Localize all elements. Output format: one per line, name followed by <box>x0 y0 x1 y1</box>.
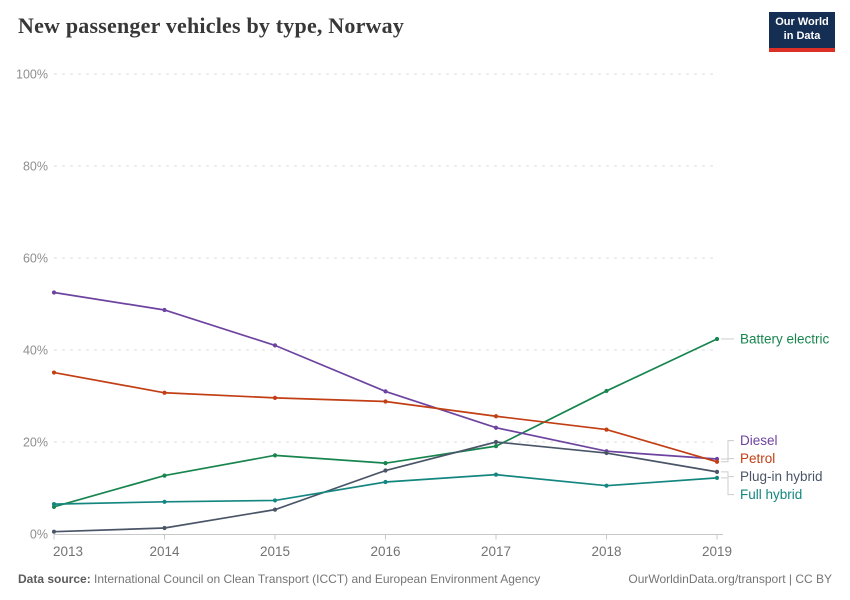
x-tick-label-2013: 2013 <box>53 544 83 559</box>
legend-connector-petrol <box>721 458 734 463</box>
series-point-plug-in-hybrid-2014 <box>162 525 167 531</box>
series-point-full-hybrid-2017 <box>493 472 499 477</box>
series-point-petrol-2017 <box>493 414 499 419</box>
series-point-full-hybrid-2014 <box>162 499 167 504</box>
y-tick-label-0: 0% <box>30 528 48 542</box>
series-point-petrol-2018 <box>604 427 609 432</box>
y-tick-label-80: 80% <box>23 160 48 174</box>
series-point-petrol-2015 <box>272 395 278 400</box>
legend-connector-plug-in-hybrid <box>721 471 734 478</box>
x-tick-label-2016: 2016 <box>370 544 400 559</box>
x-tick-label-2018: 2018 <box>591 544 621 559</box>
series-point-full-hybrid-2016 <box>383 479 388 485</box>
series-point-battery-electric-2015 <box>272 453 278 458</box>
series-point-diesel-2014 <box>162 307 167 313</box>
owid-logo-line2: in Data <box>783 30 821 42</box>
license-note: OurWorldinData.org/transport | CC BY <box>628 572 832 586</box>
series-point-plug-in-hybrid-2018 <box>604 450 609 456</box>
y-tick-label-20: 20% <box>23 436 48 450</box>
y-tick-label-100: 100% <box>16 68 48 82</box>
legend-label-battery-electric[interactable]: Battery electric <box>740 331 830 346</box>
series-point-full-hybrid-2019 <box>714 475 720 480</box>
series-point-petrol-2013 <box>51 370 57 375</box>
series-point-plug-in-hybrid-2017 <box>493 439 499 445</box>
legend-label-full-hybrid[interactable]: Full hybrid <box>740 487 802 502</box>
x-tick-label-2015: 2015 <box>260 544 290 559</box>
series-point-battery-electric-2016 <box>383 461 388 466</box>
data-source-label: Data source: <box>18 572 91 586</box>
chart-title: New passenger vehicles by type, Norway <box>18 13 405 38</box>
legend-label-petrol[interactable]: Petrol <box>740 451 775 466</box>
series-point-plug-in-hybrid-2015 <box>272 507 278 512</box>
legend-label-diesel[interactable]: Diesel <box>740 433 778 448</box>
series-point-full-hybrid-2013 <box>51 502 57 507</box>
legend-label-plug-in-hybrid[interactable]: Plug-in hybrid <box>740 469 823 484</box>
owid-logo: Our World in Data <box>769 12 835 52</box>
y-tick-label-40: 40% <box>23 344 48 358</box>
series-point-plug-in-hybrid-2013 <box>51 529 57 534</box>
series-point-battery-electric-2019 <box>714 336 720 342</box>
owid-logo-line1: Our World <box>775 16 829 29</box>
series-point-battery-electric-2017 <box>493 444 499 449</box>
y-tick-label-60: 60% <box>23 252 48 266</box>
series-point-diesel-2015 <box>272 343 278 348</box>
data-source-note: Data source: International Council on Cl… <box>18 572 540 586</box>
series-line-diesel <box>53 291 718 460</box>
chart-footer: Data source: International Council on Cl… <box>18 572 832 586</box>
series-point-diesel-2017 <box>493 425 499 430</box>
legend-connector-diesel <box>721 440 734 460</box>
legend-connector-full-hybrid <box>721 477 734 496</box>
series-point-diesel-2016 <box>383 389 388 394</box>
series-point-plug-in-hybrid-2019 <box>714 469 720 474</box>
x-tick-label-2017: 2017 <box>481 544 511 559</box>
x-tick-label-2019: 2019 <box>702 544 732 559</box>
series-point-plug-in-hybrid-2016 <box>383 468 388 473</box>
series-point-full-hybrid-2018 <box>604 483 609 488</box>
series-point-diesel-2013 <box>51 290 57 295</box>
series-point-petrol-2016 <box>383 399 388 404</box>
series-point-petrol-2019 <box>714 459 720 464</box>
series-point-battery-electric-2018 <box>604 388 609 394</box>
series-line-plug-in-hybrid <box>53 441 718 533</box>
series-point-battery-electric-2014 <box>162 473 167 478</box>
data-source-text: International Council on Clean Transport… <box>90 572 541 586</box>
series-point-full-hybrid-2015 <box>272 498 278 503</box>
series-point-petrol-2014 <box>162 390 167 395</box>
x-tick-label-2014: 2014 <box>149 544 180 559</box>
